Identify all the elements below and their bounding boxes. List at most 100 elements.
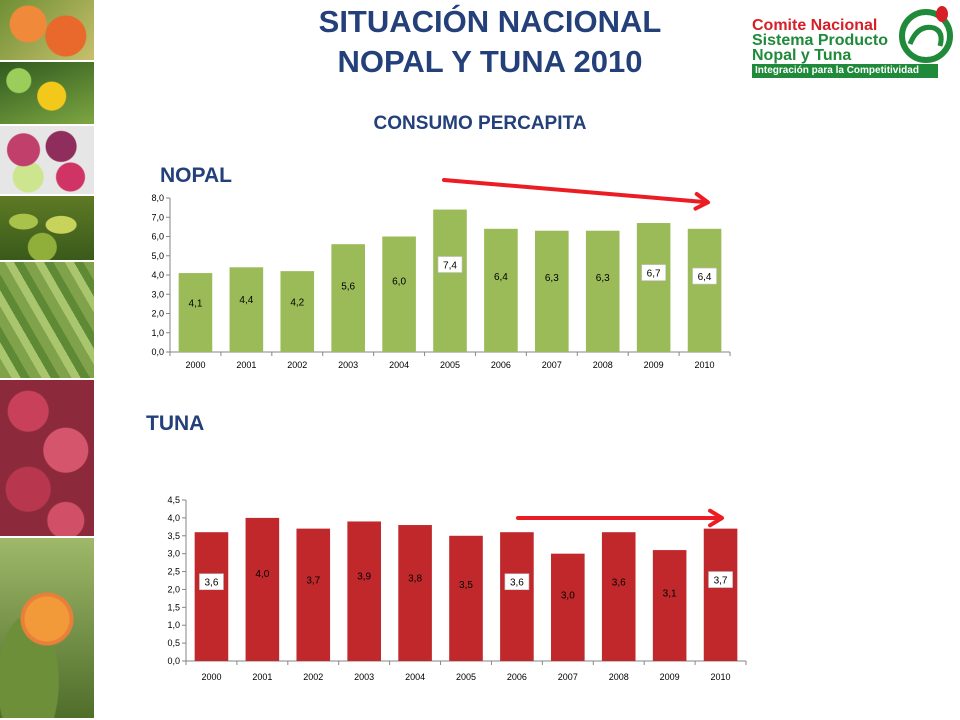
- nopal-data-label-box: [692, 267, 717, 285]
- tuna-x-tick-label: 2007: [558, 672, 578, 682]
- prickly-pear-photo: [0, 0, 94, 62]
- nopal-y-tick-label: 5,0: [151, 251, 164, 261]
- tuna-data-label: 3,8: [408, 573, 422, 584]
- tuna-y-tick-label: 3,0: [167, 549, 180, 559]
- nopal-y-tick-label: 0,0: [151, 347, 164, 357]
- nopal-bar-2001: [229, 267, 264, 352]
- tuna-data-label: 3,7: [714, 576, 728, 587]
- nopal-data-label: 6,4: [698, 272, 712, 283]
- tuna-y-tick-label: 3,5: [167, 531, 180, 541]
- tuna-bar-2000: [194, 532, 229, 661]
- tuna-trend-arrow-head: [708, 508, 724, 528]
- nopal-y-tick-label: 7,0: [151, 212, 164, 222]
- nopal-x-tick-label: 2006: [491, 360, 511, 370]
- nopal-data-label: 4,4: [239, 295, 253, 306]
- tuna-x-tick-label: 2001: [252, 672, 272, 682]
- nopal-data-label: 6,3: [596, 273, 610, 284]
- nopal-bar-2003: [331, 244, 365, 352]
- nopal-y-tick-label: 3,0: [151, 289, 164, 299]
- chart-subtitle: CONSUMO PERCAPITA: [373, 113, 587, 134]
- page-title-line1: SITUACIÓN NACIONAL: [318, 4, 662, 39]
- tuna-section-label: TUNA: [146, 412, 205, 435]
- nopal-flower-photo: [0, 538, 94, 720]
- tuna-y-tick-label: 1,0: [167, 620, 180, 630]
- tuna-bar-2006: [500, 532, 534, 661]
- tuna-x-tick-label: 2000: [201, 672, 221, 682]
- nopal-x-tick-label: 2000: [185, 360, 205, 370]
- nopal-x-tick-label: 2002: [287, 360, 307, 370]
- tuna-y-tick-label: 2,5: [167, 567, 180, 577]
- tuna-bar-2007: [551, 553, 585, 661]
- nopal-x-tick-label: 2003: [338, 360, 358, 370]
- tuna-bar-2002: [296, 528, 331, 661]
- nopal-data-label: 7,4: [443, 261, 457, 272]
- tuna-data-label: 3,5: [459, 580, 473, 591]
- tuna-data-label: 3,6: [510, 578, 524, 589]
- tuna-bar-2009: [652, 550, 687, 661]
- nopal-data-label: 6,3: [545, 273, 559, 284]
- tuna-data-label-box: [199, 573, 224, 591]
- red-tuna-photo: [0, 380, 94, 538]
- tuna-x-tick-label: 2006: [507, 672, 527, 682]
- tuna-data-label: 3,0: [561, 591, 575, 602]
- nopal-data-label: 4,1: [189, 299, 203, 310]
- nopal-data-label: 5,6: [341, 281, 355, 292]
- tuna-y-tick-label: 4,5: [167, 495, 180, 505]
- cut-tuna-photo: [0, 126, 94, 196]
- nopal-y-tick-label: 1,0: [151, 328, 164, 338]
- tuna-bar-2003: [347, 521, 381, 661]
- tuna-data-label-box: [504, 573, 530, 591]
- tuna-data-label-box: [708, 571, 733, 588]
- nopal-data-label: 6,4: [494, 272, 508, 283]
- tuna-bar-2008: [601, 532, 636, 661]
- nopal-bar-2007: [535, 230, 569, 352]
- tuna-bar-2010: [703, 528, 738, 661]
- logo-line1: Comite Nacional: [752, 17, 878, 34]
- logo-line2: Sistema Producto: [752, 32, 889, 49]
- nopal-x-tick-label: 2001: [236, 360, 256, 370]
- page-title-line2: NOPAL Y TUNA 2010: [337, 44, 643, 79]
- logo-text: Comite Nacional Sistema Producto Nopal y…: [752, 17, 889, 64]
- tuna-bar-2004: [398, 525, 432, 661]
- nopal-section-label: NOPAL: [160, 164, 232, 187]
- nopal-bar-2010: [687, 228, 722, 352]
- nopal-bar-2000: [178, 273, 213, 352]
- tuna-x-tick-label: 2008: [609, 672, 629, 682]
- nopal-data-label-box: [437, 256, 463, 273]
- photo-strip: [0, 0, 94, 720]
- nopal-trend-arrow-head: [693, 192, 710, 211]
- logo: Comite Nacional Sistema Producto Nopal y…: [748, 2, 960, 82]
- tuna-bar-2001: [245, 517, 280, 661]
- tuna-x-tick-label: 2010: [711, 672, 731, 682]
- cactus-flower-photo: [0, 62, 94, 126]
- tuna-data-label: 3,6: [612, 578, 626, 589]
- tuna-data-label: 3,7: [306, 576, 320, 587]
- nopal-bar-2005: [433, 209, 467, 352]
- tuna-y-tick-label: 0,5: [167, 638, 180, 648]
- logo-line3: Nopal y Tuna: [752, 47, 852, 64]
- tuna-y-tick-label: 1,5: [167, 602, 180, 612]
- nopal-x-tick-label: 2010: [695, 360, 715, 370]
- nopal-x-tick-label: 2005: [440, 360, 460, 370]
- nopal-y-tick-label: 4,0: [151, 270, 164, 280]
- nopal-data-label: 6,0: [392, 277, 406, 288]
- nopal-y-tick-label: 8,0: [151, 193, 164, 203]
- nopal-data-label: 6,7: [647, 269, 661, 280]
- tuna-y-tick-label: 4,0: [167, 513, 180, 523]
- tuna-bar-2005: [449, 535, 483, 661]
- green-tuna-photo: [0, 196, 94, 262]
- tuna-y-tick-label: 0,0: [167, 656, 180, 666]
- nopal-trend-arrow: [442, 178, 706, 204]
- nopal-x-tick-label: 2004: [389, 360, 409, 370]
- tuna-x-tick-label: 2004: [405, 672, 425, 682]
- nopal-x-tick-label: 2008: [593, 360, 613, 370]
- nopal-data-label: 4,2: [290, 297, 304, 308]
- tuna-data-label: 3,6: [205, 578, 219, 589]
- nopal-x-tick-label: 2007: [542, 360, 562, 370]
- cactus-logo-icon: [899, 6, 953, 63]
- logo-tagline: Integración para la Competitividad: [752, 64, 938, 78]
- tuna-data-label: 3,9: [357, 571, 371, 582]
- tuna-data-label: 3,1: [663, 588, 677, 599]
